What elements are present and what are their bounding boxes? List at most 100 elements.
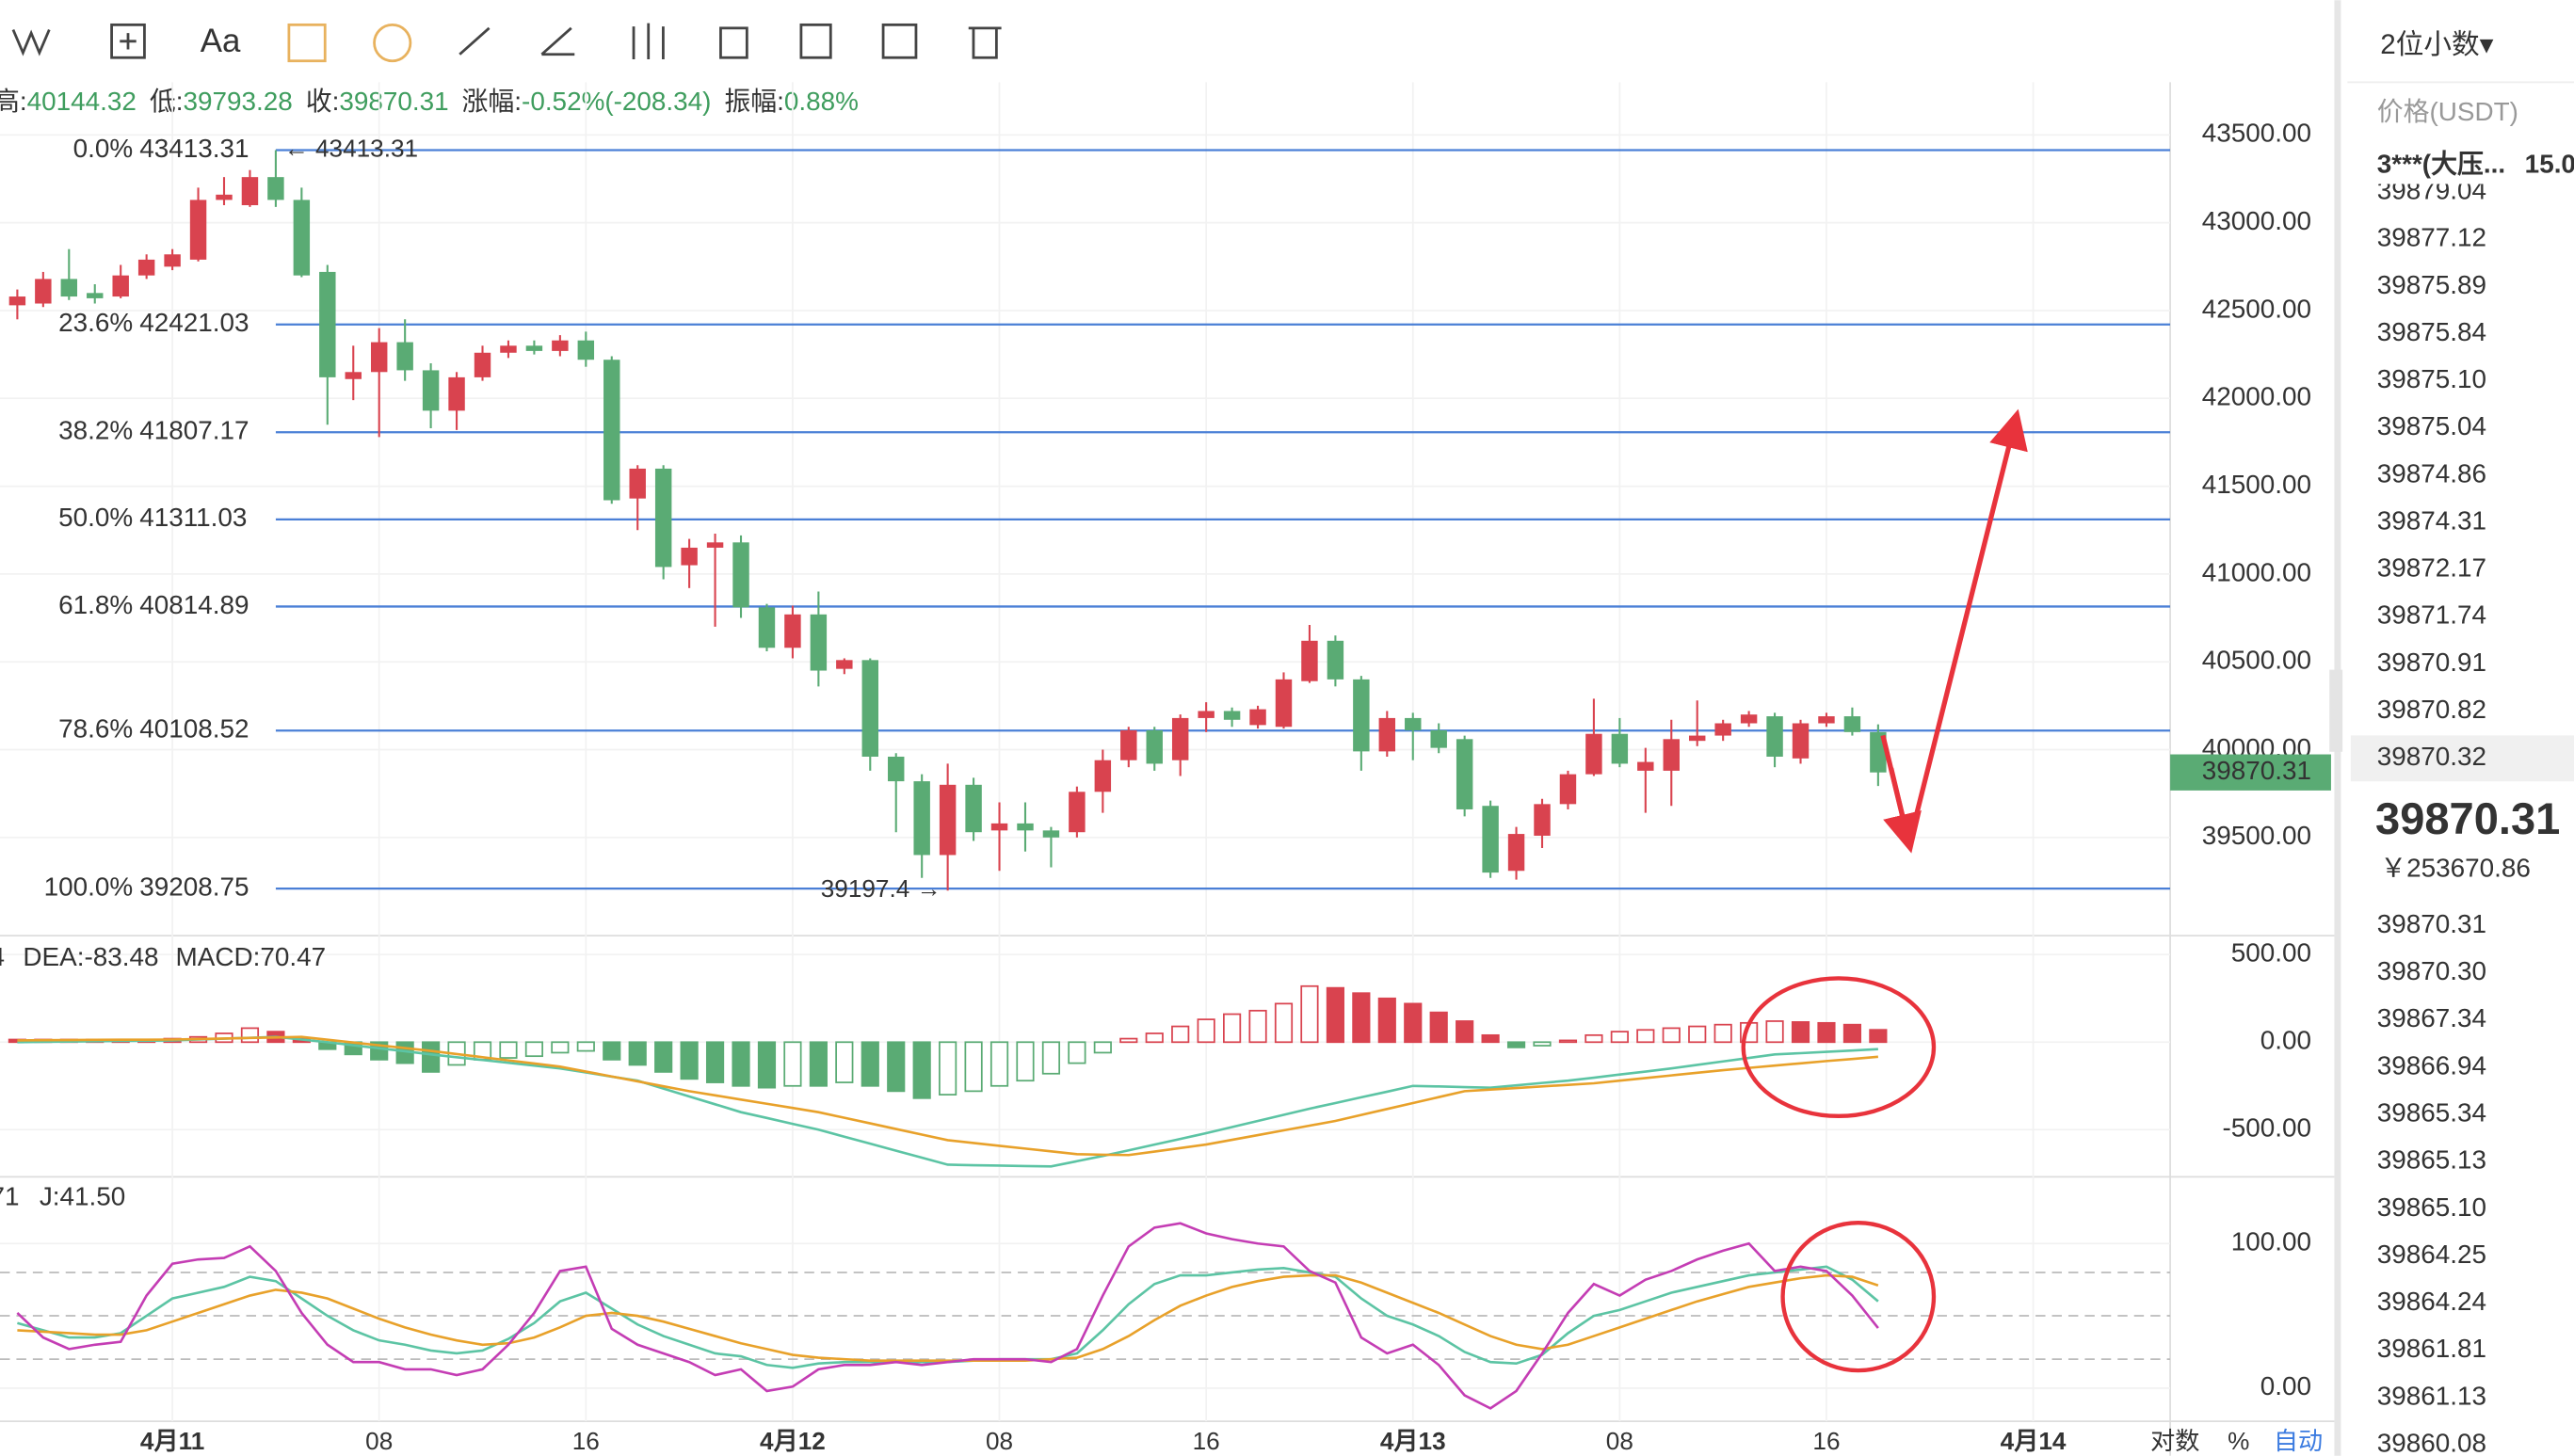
x-tick-label: 08	[986, 1427, 1013, 1455]
candle-body	[1146, 729, 1163, 764]
drawn-arrow	[1883, 767, 1922, 854]
last-price: 39870.31	[2375, 793, 2560, 843]
ask-price: 39872.17	[2377, 553, 2486, 583]
x-tick-label: 16	[572, 1427, 600, 1455]
macd-bar	[939, 1041, 957, 1096]
bid-price: 39866.94	[2377, 1050, 2486, 1080]
macd-bar	[783, 1041, 802, 1087]
x-tick-label: 08	[365, 1427, 393, 1455]
tool-icon[interactable]	[458, 26, 491, 56]
macd-bar	[1558, 1039, 1578, 1044]
y-tick-label: 42500.00	[2202, 294, 2311, 323]
candle-body	[396, 342, 413, 371]
macd-bar	[809, 1041, 828, 1087]
macd-bar	[1869, 1029, 1888, 1044]
macd-bar	[1404, 1002, 1423, 1044]
axis-option[interactable]: 自动	[2274, 1427, 2323, 1455]
macd-bar	[835, 1041, 854, 1083]
x-tick-label: 16	[1812, 1427, 1840, 1455]
candle-body	[913, 781, 930, 856]
x-tick-label: 16	[1193, 1427, 1220, 1455]
macd-bar	[576, 1041, 595, 1052]
candle-body	[1223, 711, 1241, 720]
bid-price: 39864.24	[2377, 1287, 2486, 1316]
header-bg	[2350, 144, 2574, 184]
candle-body	[861, 660, 878, 757]
drawn-circle	[1741, 976, 1937, 1119]
tool-icon[interactable]	[881, 23, 918, 59]
info-value: 39793.28	[183, 87, 292, 116]
candle-body	[706, 542, 724, 548]
candle-body	[629, 468, 646, 499]
fib-ratio: 100.0%	[44, 872, 134, 902]
big-qty: 15.0	[2525, 150, 2574, 179]
candle-body	[525, 345, 543, 351]
legend-label: J:41.50	[40, 1181, 125, 1210]
x-tick-label: 4月11	[140, 1427, 204, 1455]
candle-body	[35, 279, 52, 304]
candle-body	[1069, 792, 1086, 833]
macd-bar	[654, 1041, 673, 1073]
axis-option[interactable]: %	[2228, 1427, 2249, 1455]
candle-body	[60, 279, 78, 297]
candle-body	[1042, 830, 1060, 838]
fib-value: 41311.03	[139, 503, 247, 532]
tool-icon[interactable]	[719, 26, 748, 59]
tool-icon[interactable]	[968, 26, 1002, 59]
macd-bar	[1506, 1041, 1526, 1048]
candle-body	[1585, 733, 1602, 775]
info-value: -0.52%(-208.34)	[522, 87, 711, 116]
candle-body	[1766, 716, 1783, 757]
candle-body	[1378, 717, 1396, 752]
ask-price: 39871.74	[2377, 600, 2486, 630]
macd-bar	[603, 1041, 621, 1061]
tool-icon[interactable]	[110, 23, 146, 59]
font-button[interactable]: Aa	[201, 23, 241, 59]
ask-price: 39875.10	[2377, 364, 2486, 393]
macd-bar	[680, 1041, 699, 1080]
legend-label: 4	[0, 942, 5, 971]
macd-bar	[912, 1041, 931, 1099]
candle-body	[1507, 834, 1525, 872]
candle-body	[1198, 711, 1215, 718]
tool-icon[interactable]	[287, 23, 327, 63]
macd-bar	[964, 1041, 983, 1093]
fib-value: 43413.31	[139, 134, 249, 163]
macd-bar	[887, 1041, 906, 1093]
macd-bar	[1223, 1013, 1242, 1044]
candle-body	[1534, 804, 1551, 836]
info-value: 40144.32	[27, 87, 137, 116]
precision-select[interactable]: 2位小数▾	[2380, 29, 2493, 60]
candle-body	[1171, 717, 1189, 760]
macd-bar	[1300, 984, 1319, 1044]
macd-bar	[705, 1041, 725, 1083]
y-tick-label: 40500.00	[2202, 646, 2311, 675]
y-tick-label: 100.00	[2231, 1227, 2311, 1256]
tool-icon[interactable]	[632, 23, 665, 59]
candle-body	[1405, 717, 1422, 730]
macd-bar	[1481, 1033, 1500, 1044]
macd-bar	[1248, 1009, 1267, 1044]
info-label: 涨幅:	[462, 87, 522, 116]
tool-icon[interactable]	[799, 23, 832, 59]
candle-body	[1482, 806, 1499, 873]
info-bar: 高:40144.32 低:39793.28 收:39870.31 涨幅:-0.52%(…	[0, 87, 859, 116]
candle-body	[1430, 729, 1447, 748]
fib-ratio: 61.8%	[58, 590, 133, 619]
candle-body	[1275, 679, 1293, 728]
axis-option[interactable]: 对数	[2150, 1427, 2199, 1455]
collapse-handle[interactable]	[2329, 669, 2343, 752]
x-tick-label: 08	[1606, 1427, 1633, 1455]
macd-bar	[1016, 1041, 1035, 1082]
ask-price: 39870.82	[2377, 695, 2486, 724]
tool-icon[interactable]	[540, 26, 575, 56]
macd-bar	[1662, 1027, 1681, 1044]
tool-icon[interactable]	[11, 29, 51, 56]
candle-body	[422, 370, 440, 411]
panel-frame	[0, 0, 2343, 1456]
tool-icon[interactable]	[373, 23, 412, 63]
big-order: 3***(大压...	[2377, 150, 2505, 179]
macd-bar	[1533, 1041, 1552, 1047]
